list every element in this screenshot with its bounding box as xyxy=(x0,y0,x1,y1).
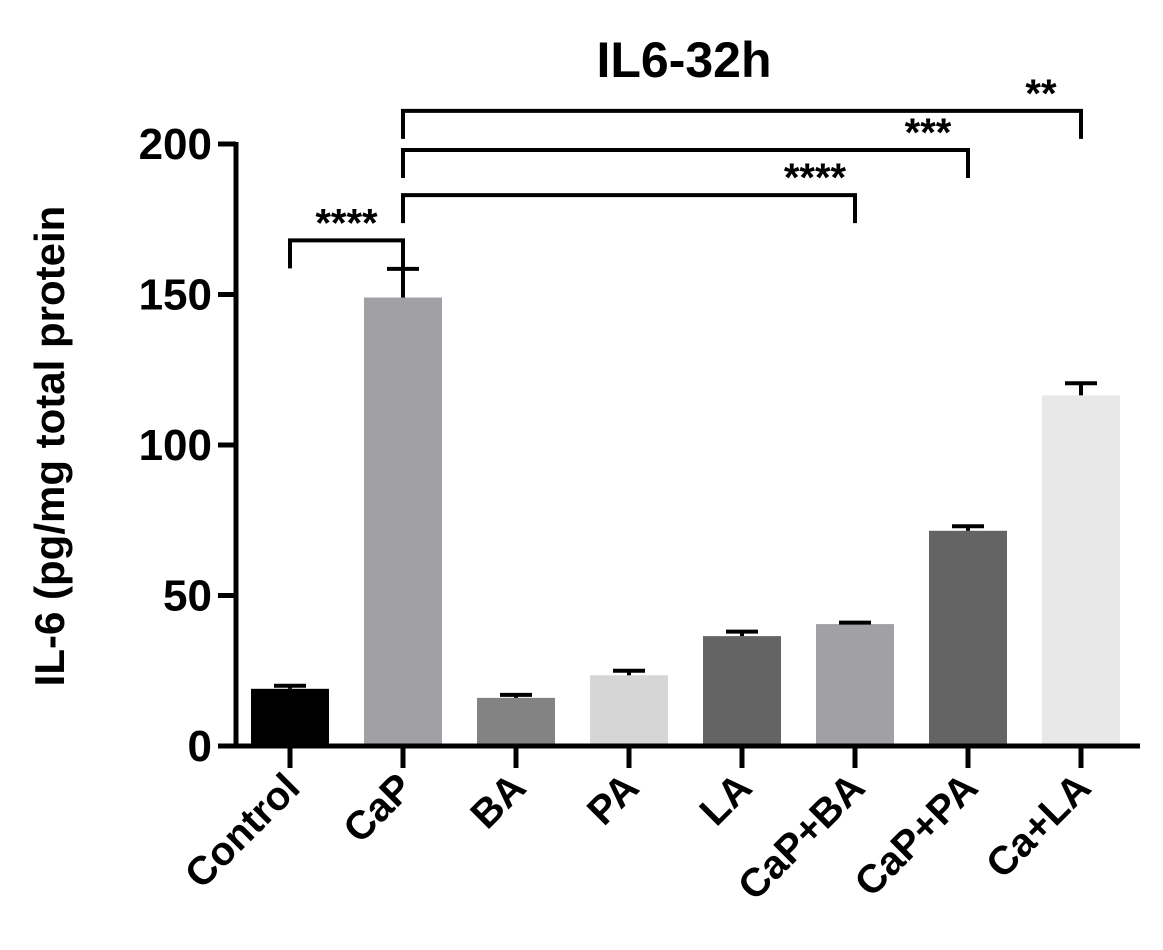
y-tick-label: 100 xyxy=(139,421,212,470)
x-tick-label: BA xyxy=(462,765,534,837)
bar-ba xyxy=(477,697,555,746)
significance-label: **** xyxy=(784,156,847,200)
x-tick-label: LA xyxy=(692,765,761,834)
x-tick-label: CaP+PA xyxy=(847,765,987,905)
bar-control xyxy=(251,688,329,746)
bar-ca-la xyxy=(1042,395,1120,746)
x-tick-label: Control xyxy=(177,765,309,897)
x-tick-label: Ca+LA xyxy=(978,765,1099,886)
bar-cap xyxy=(364,297,442,746)
significance-label: **** xyxy=(315,201,378,245)
chart-title: IL6-32h xyxy=(596,32,771,88)
plot-area: 0 50 100 150 200 Control CaP BA PA LACaP+BACaP+PA… xyxy=(139,72,1140,909)
bar-la xyxy=(703,636,781,746)
significance-bracket xyxy=(401,148,970,179)
significance-label: ** xyxy=(1025,72,1057,116)
x-tick-label: PA xyxy=(579,765,647,833)
y-tick-label: 150 xyxy=(139,271,212,320)
y-tick-label: 0 xyxy=(188,722,212,771)
bar-pa xyxy=(590,675,668,746)
significance-bracket xyxy=(288,238,405,269)
x-tick-label: CaP+BA xyxy=(730,765,874,909)
bar-cap-ba xyxy=(816,624,894,746)
y-axis-label: IL-6 (pg/mg total protein xyxy=(26,206,73,687)
significance-label: *** xyxy=(905,111,952,155)
bar-cap-pa xyxy=(929,530,1007,746)
significance-bracket xyxy=(401,108,1083,139)
significance-bracket xyxy=(401,193,857,224)
y-tick-label: 200 xyxy=(139,120,212,169)
y-tick-label: 50 xyxy=(163,572,212,621)
x-tick-label: CaP xyxy=(335,765,421,851)
